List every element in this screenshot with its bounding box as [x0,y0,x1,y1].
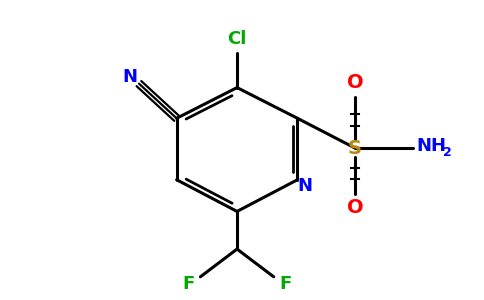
Text: O: O [347,73,363,92]
Text: S: S [348,139,362,158]
Text: NH: NH [416,137,446,155]
Text: F: F [279,275,292,293]
Text: F: F [182,275,195,293]
Text: Cl: Cl [227,30,247,48]
Text: O: O [347,198,363,217]
Text: N: N [122,68,137,86]
Text: N: N [297,177,312,195]
Text: 2: 2 [443,146,452,160]
